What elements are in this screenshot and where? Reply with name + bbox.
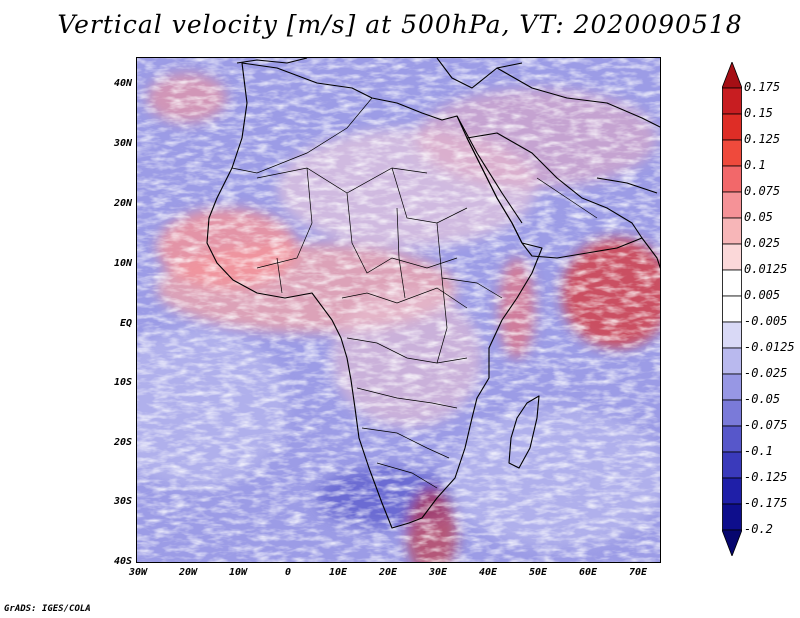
colorbar-bin: [722, 269, 742, 297]
colorbar: [722, 62, 742, 556]
colorbar-bottom-arrow: [722, 529, 742, 556]
lat-label: 10N: [113, 258, 132, 269]
colorbar-label: -0.1: [744, 444, 773, 458]
lat-label: 40S: [113, 556, 132, 567]
lat-label: 20S: [113, 437, 132, 448]
lon-label: 0: [284, 567, 292, 578]
colorbar-bin: [722, 425, 742, 453]
colorbar-bin: [722, 139, 742, 167]
colorbar-bin: [722, 165, 742, 193]
lat-label: EQ: [119, 318, 132, 329]
lon-label: 10W: [228, 567, 248, 578]
lat-label: 30S: [113, 496, 132, 507]
lon-label: 30E: [428, 567, 448, 578]
lon-label: 50E: [528, 567, 548, 578]
colorbar-label: 0.005: [744, 288, 781, 302]
colorbar-label: -0.025: [744, 366, 788, 380]
lat-label: 20N: [113, 198, 132, 209]
colorbar-label: 0.05: [744, 210, 773, 224]
colorbar-label: 0.075: [744, 184, 781, 198]
colorbar-label: 0.1: [744, 158, 766, 172]
colorbar-label: 0.025: [744, 236, 781, 250]
lon-label: 30W: [128, 567, 148, 578]
colorbar-bin: [722, 295, 742, 323]
colorbar-bin: [722, 503, 742, 531]
lat-label: 30N: [113, 138, 132, 149]
lon-label: 70E: [628, 567, 648, 578]
colorbar-label: 0.175: [744, 80, 781, 94]
colorbar-bin: [722, 399, 742, 427]
colorbar-label: 0.125: [744, 132, 781, 146]
colorbar-bin: [722, 347, 742, 375]
lat-label: 40N: [113, 78, 132, 89]
colorbar-label: -0.0125: [744, 340, 795, 354]
colorbar-bin: [722, 217, 742, 245]
colorbar-label: -0.075: [744, 418, 788, 432]
colorbar-bin: [722, 243, 742, 271]
colorbar-label: -0.2: [744, 522, 773, 536]
colorbar-bin: [722, 191, 742, 219]
colorbar-bin: [722, 113, 742, 141]
vertical-velocity-field: [137, 58, 660, 562]
colorbar-label: -0.005: [744, 314, 788, 328]
lat-label: 10S: [113, 377, 132, 388]
lon-label: 20E: [378, 567, 398, 578]
country-borders: [231, 97, 598, 489]
map-plot-area[interactable]: [136, 57, 661, 563]
colorbar-label: -0.05: [744, 392, 781, 406]
lon-label: 20W: [178, 567, 198, 578]
colorbar-label: -0.175: [744, 496, 788, 510]
map-title: Vertical velocity [m/s] at 500hPa, VT: 2…: [57, 10, 743, 39]
colorbar-bin: [722, 87, 742, 115]
credit-text: GrADS: IGES/COLA: [4, 604, 91, 614]
coastlines: [206, 58, 660, 529]
colorbar-bin: [722, 321, 742, 349]
lon-label: 60E: [578, 567, 598, 578]
colorbar-top-arrow: [722, 62, 742, 89]
colorbar-bin: [722, 373, 742, 401]
colorbar-label: 0.0125: [744, 262, 788, 276]
colorbar-label: 0.15: [744, 106, 773, 120]
field-texture: [137, 58, 660, 562]
colorbar-bin: [722, 477, 742, 505]
lon-label: 40E: [478, 567, 498, 578]
lon-label: 10E: [328, 567, 348, 578]
colorbar-label: -0.125: [744, 470, 788, 484]
colorbar-bin: [722, 451, 742, 479]
